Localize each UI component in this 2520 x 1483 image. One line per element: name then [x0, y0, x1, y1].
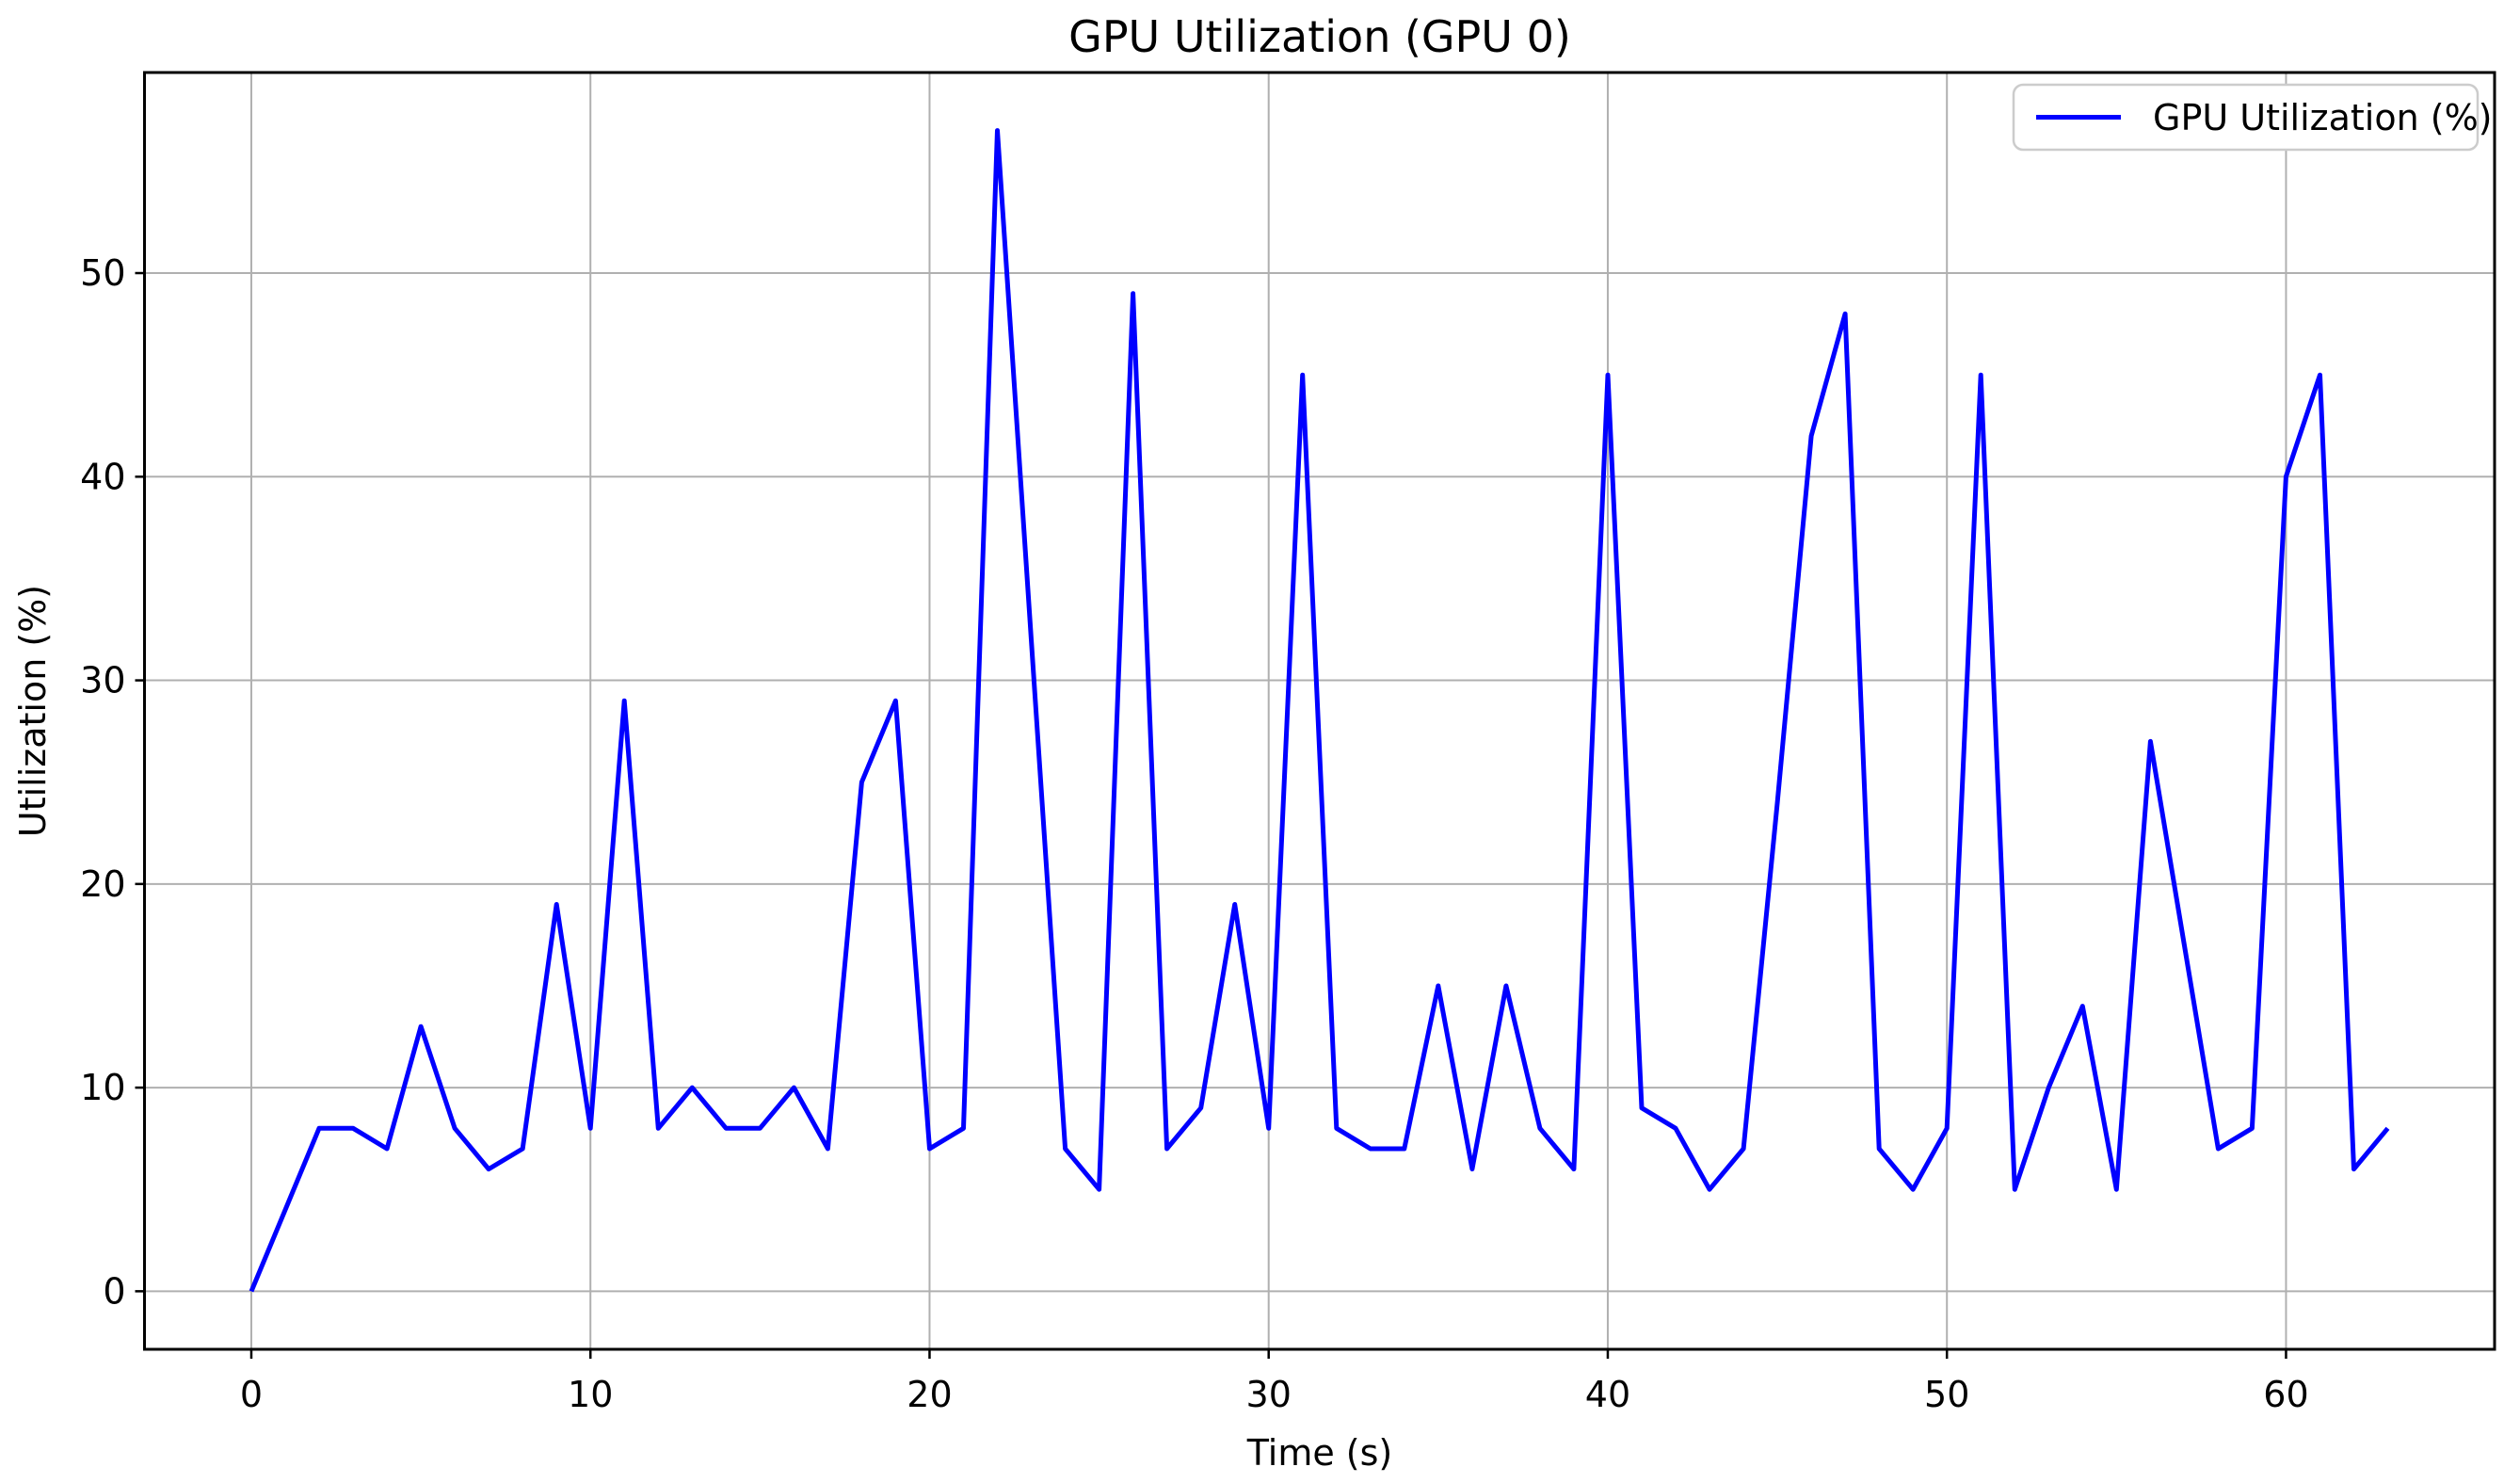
- y-tick-label: 0: [103, 1270, 125, 1312]
- y-tick-label: 40: [80, 456, 125, 497]
- axis-ticks: [135, 271, 2287, 1359]
- x-tick-label: 0: [240, 1374, 263, 1415]
- plot-area-border: [143, 71, 2496, 1351]
- axis-tick-labels: 0 10 20 30 40 50 60 0 10 20 30 40 50: [80, 252, 2308, 1415]
- y-tick-label: 20: [80, 863, 125, 905]
- y-tick-label: 10: [80, 1067, 125, 1108]
- x-tick-label: 10: [568, 1374, 613, 1415]
- x-tick-label: 60: [2263, 1374, 2308, 1415]
- x-tick-label: 20: [907, 1374, 952, 1415]
- legend: GPU Utilization (%): [2012, 83, 2493, 152]
- y-tick-label: 30: [80, 660, 125, 701]
- y-tick-label: 50: [80, 252, 125, 294]
- legend-entry-label: GPU Utilization (%): [2153, 97, 2493, 138]
- grid-lines: [144, 73, 2495, 1349]
- x-tick-label: 50: [1924, 1374, 1969, 1415]
- legend-box: [2012, 83, 2480, 152]
- x-axis-label: Time (s): [1246, 1432, 1393, 1474]
- utilization-line-series: [249, 128, 2390, 1293]
- y-axis-label: Utilization (%): [12, 585, 54, 837]
- chart-title: GPU Utilization (GPU 0): [1068, 11, 1571, 62]
- x-tick-label: 40: [1585, 1374, 1630, 1415]
- x-tick-label: 30: [1246, 1374, 1292, 1415]
